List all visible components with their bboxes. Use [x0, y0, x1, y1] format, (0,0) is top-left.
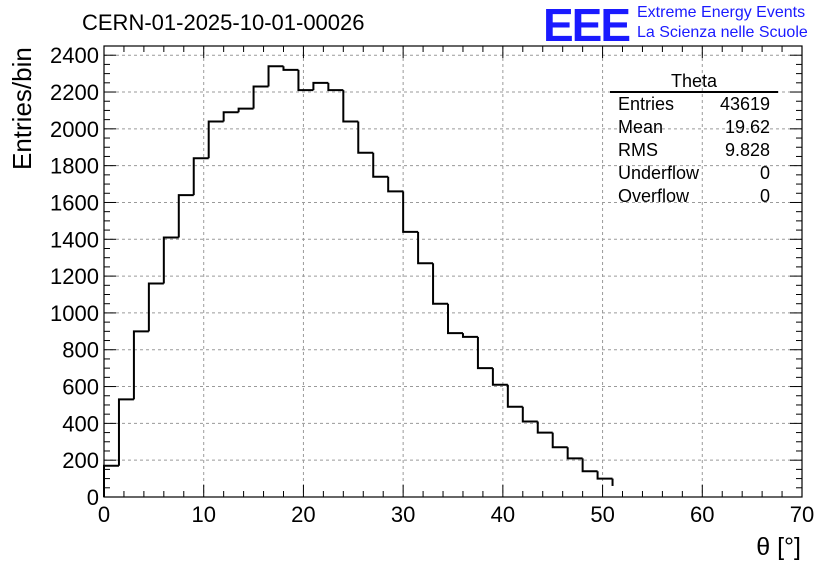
stats-value: 0: [759, 186, 770, 206]
y-tick-label: 400: [62, 411, 99, 436]
histogram-bin: [447, 303, 463, 335]
y-tick-label: 0: [87, 485, 99, 510]
eee-logo: EEE: [543, 0, 631, 51]
stats-title: Theta: [610, 72, 778, 93]
stats-row-underflow: Underflow 0: [610, 162, 778, 185]
stats-row-rms: RMS 9.828: [610, 139, 778, 162]
stats-label: Entries: [618, 94, 675, 114]
histogram-bin: [267, 65, 284, 87]
histogram-bin: [103, 464, 119, 497]
stats-label: RMS: [618, 140, 658, 160]
x-tick-label: 70: [790, 502, 814, 527]
stats-box: Theta Entries 43619 Mean 19.62 RMS 9.828…: [610, 72, 778, 208]
x-tick-label: 30: [391, 502, 415, 527]
x-tick-label: 0: [98, 502, 110, 527]
histogram-bin: [476, 336, 493, 370]
y-tick-label: 2200: [50, 80, 99, 105]
histogram-bin: [461, 333, 478, 338]
histogram-bin: [192, 157, 209, 196]
x-axis-label: θ [°]: [756, 533, 801, 561]
stats-row-entries: Entries 43619: [610, 93, 778, 116]
stats-value: 0: [759, 163, 770, 183]
histogram-bin: [491, 368, 508, 386]
histogram-bin: [566, 447, 583, 460]
histogram-bin: [177, 194, 194, 238]
histogram-bin: [252, 85, 269, 109]
y-tick-label: 2000: [50, 117, 99, 142]
stats-label: Overflow: [618, 186, 690, 206]
histogram-bin: [432, 263, 449, 305]
histogram-bin: [372, 152, 389, 178]
y-axis-label: Entries/bin: [7, 47, 37, 170]
histogram-bin: [581, 458, 598, 473]
y-tick-label: 1000: [50, 301, 99, 326]
histogram-bin: [132, 330, 149, 400]
histogram-bin: [417, 231, 434, 265]
stats-row-overflow: Overflow 0: [610, 185, 778, 208]
histogram-bin: [387, 176, 404, 193]
histogram-bin: [327, 82, 344, 92]
chart-title: CERN-01-2025-10-01-00026: [82, 10, 365, 35]
histogram-bin: [282, 66, 299, 71]
histogram-bin: [237, 107, 254, 113]
y-tick-label: 200: [62, 448, 99, 473]
histogram-bin: [402, 191, 419, 233]
histogram-bin: [162, 236, 179, 284]
stats-label: Underflow: [618, 163, 700, 183]
histogram-bin: [342, 90, 359, 123]
eee-tagline-2: La Scienza nelle Scuole: [637, 24, 808, 41]
stats-value: 9.828: [724, 140, 770, 160]
histogram-bin: [596, 471, 613, 480]
x-tick-label: 20: [291, 502, 315, 527]
y-tick-label: 600: [62, 375, 99, 400]
stats-value: 19.62: [724, 117, 770, 137]
histogram-bin: [536, 421, 553, 434]
x-tick-label: 60: [690, 502, 714, 527]
plot-frame: [103, 45, 803, 498]
histogram-bin: [222, 111, 239, 122]
eee-tagline-1: Extreme Energy Events: [637, 4, 806, 21]
y-tick-label: 1200: [50, 264, 99, 289]
y-tick-label: 2400: [50, 43, 99, 68]
x-tick-label: 10: [191, 502, 215, 527]
histogram-bin: [312, 81, 329, 91]
histogram-bin: [506, 384, 523, 408]
stats-row-mean: Mean 19.62: [610, 116, 778, 139]
stats-value: 43619: [719, 94, 770, 114]
y-tick-label: 1400: [50, 227, 99, 252]
y-tick-label: 1800: [50, 154, 99, 179]
y-tick-label: 800: [62, 338, 99, 363]
histogram-bin: [551, 432, 568, 449]
histogram-bin: [297, 69, 314, 92]
histogram-bin: [521, 406, 538, 423]
x-tick-label: 40: [491, 502, 515, 527]
histogram-bin: [147, 282, 164, 332]
stats-label: Mean: [618, 117, 664, 137]
y-tick-label: 1600: [50, 190, 99, 215]
histogram-bin: [357, 121, 374, 154]
x-tick-label: 50: [590, 502, 614, 527]
histogram-bin: [207, 120, 224, 159]
histogram-bin: [117, 398, 134, 466]
